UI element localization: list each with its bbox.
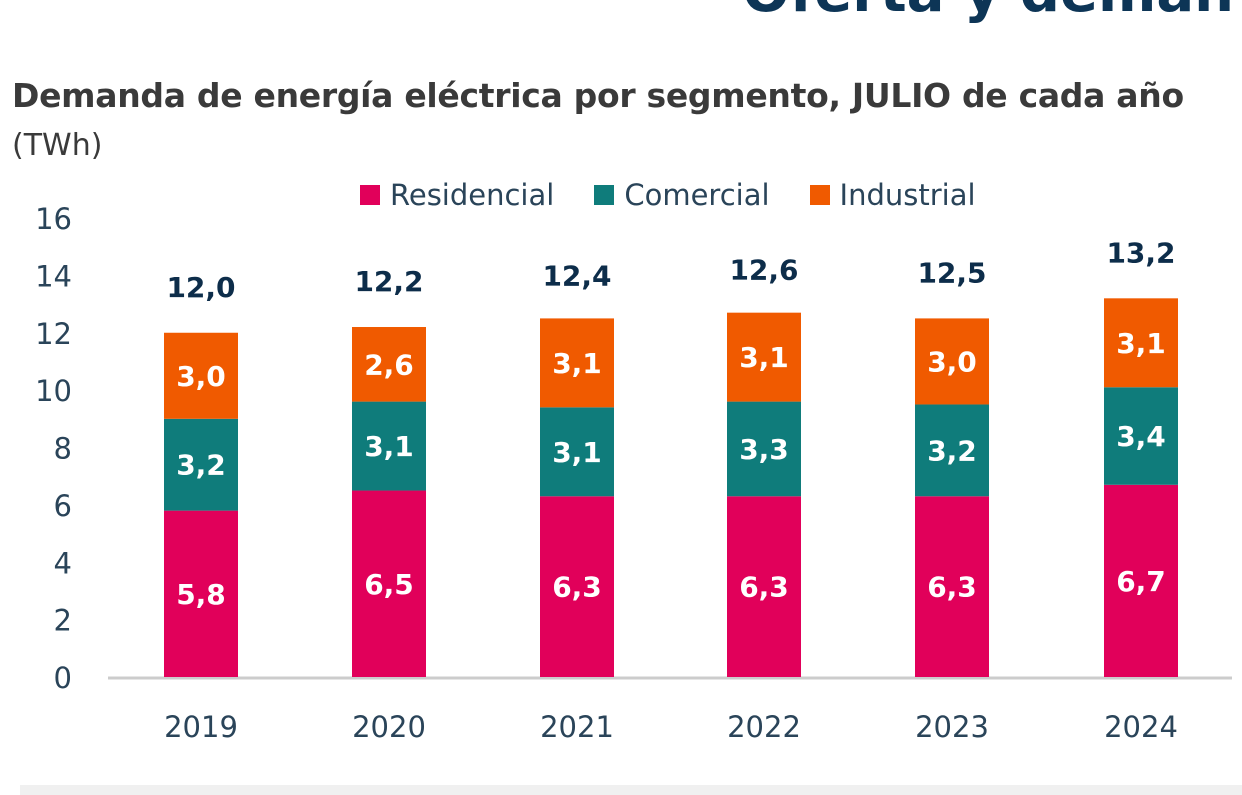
bar-segment-comercial (352, 401, 426, 491)
bar-segment-industrial (352, 327, 426, 402)
data-label: 3,1 (552, 436, 602, 469)
bar-segment-industrial (727, 312, 801, 402)
total-label: 12,5 (917, 256, 986, 289)
x-tick-label: 2024 (1104, 710, 1178, 744)
data-label: 6,3 (552, 571, 602, 604)
legend-swatch (360, 185, 380, 205)
total-label: 12,6 (729, 254, 798, 287)
bar-segment-residencial (1104, 484, 1178, 677)
x-tick-label: 2021 (540, 710, 614, 744)
legend-item-residencial: Residencial (360, 178, 554, 212)
total-label: 12,4 (542, 259, 611, 292)
data-label: 3,1 (552, 347, 602, 380)
data-label: 3,1 (1116, 327, 1166, 360)
y-tick-label: 4 (54, 546, 72, 580)
total-label: 12,2 (354, 265, 423, 298)
y-tick-label: 14 (35, 259, 72, 293)
bar-segment-comercial (164, 418, 238, 511)
bar-segment-residencial (915, 496, 989, 677)
bar-segment-comercial (727, 401, 801, 497)
bar-segment-comercial (915, 404, 989, 497)
bar-segment-residencial (540, 496, 614, 677)
y-tick-label: 12 (35, 317, 72, 351)
y-tick-label: 2 (54, 604, 72, 638)
legend: Residencial Comercial Industrial (360, 178, 976, 212)
data-label: 6,7 (1116, 565, 1166, 598)
y-tick-label: 16 (35, 202, 72, 236)
data-label: 3,0 (176, 360, 226, 393)
bar-segment-comercial (540, 407, 614, 497)
y-tick-label: 10 (35, 374, 72, 408)
legend-swatch (594, 185, 615, 205)
bar-segment-industrial (540, 318, 614, 408)
data-label: 3,2 (176, 449, 226, 482)
bar-segment-residencial (352, 490, 426, 677)
legend-item-comercial: Comercial (594, 178, 770, 212)
data-label: 3,3 (739, 433, 789, 466)
data-label: 3,4 (1116, 420, 1166, 453)
y-tick-label: 8 (54, 432, 72, 466)
data-label: 6,5 (364, 568, 414, 601)
total-label: 13,2 (1106, 236, 1175, 269)
legend-label: Industrial (839, 178, 976, 212)
data-label: 6,3 (927, 571, 977, 604)
data-label: 3,1 (364, 430, 414, 463)
x-tick-label: 2022 (727, 710, 801, 744)
chart-title: Demanda de energía eléctrica por segment… (12, 76, 1184, 115)
bar-segment-residencial (164, 510, 238, 677)
chart-unit: (TWh) (12, 128, 103, 163)
x-tick-label: 2023 (915, 710, 989, 744)
x-tick-label: 2019 (164, 710, 238, 744)
legend-swatch (809, 185, 830, 205)
bar-segment-industrial (915, 318, 989, 405)
data-label: 3,2 (927, 434, 977, 467)
bar-segment-industrial (1104, 298, 1178, 388)
bar-segment-industrial (164, 332, 238, 419)
bar-segment-residencial (727, 496, 801, 677)
legend-label: Residencial (390, 178, 555, 212)
footer-bar (20, 785, 1242, 795)
data-label: 3,1 (739, 341, 789, 374)
total-label: 12,0 (166, 271, 235, 304)
legend-item-industrial: Industrial (809, 178, 976, 212)
data-label: 5,8 (176, 578, 226, 611)
y-tick-label: 6 (54, 489, 72, 523)
y-tick-label: 0 (54, 661, 72, 695)
legend-label: Comercial (624, 178, 770, 212)
data-label: 6,3 (739, 571, 789, 604)
x-tick-label: 2020 (352, 710, 426, 744)
bar-segment-comercial (1104, 387, 1178, 485)
data-label: 3,0 (927, 345, 977, 378)
page-heading-cut: Oferta y deman (742, 0, 1234, 25)
data-label: 2,6 (364, 348, 414, 381)
